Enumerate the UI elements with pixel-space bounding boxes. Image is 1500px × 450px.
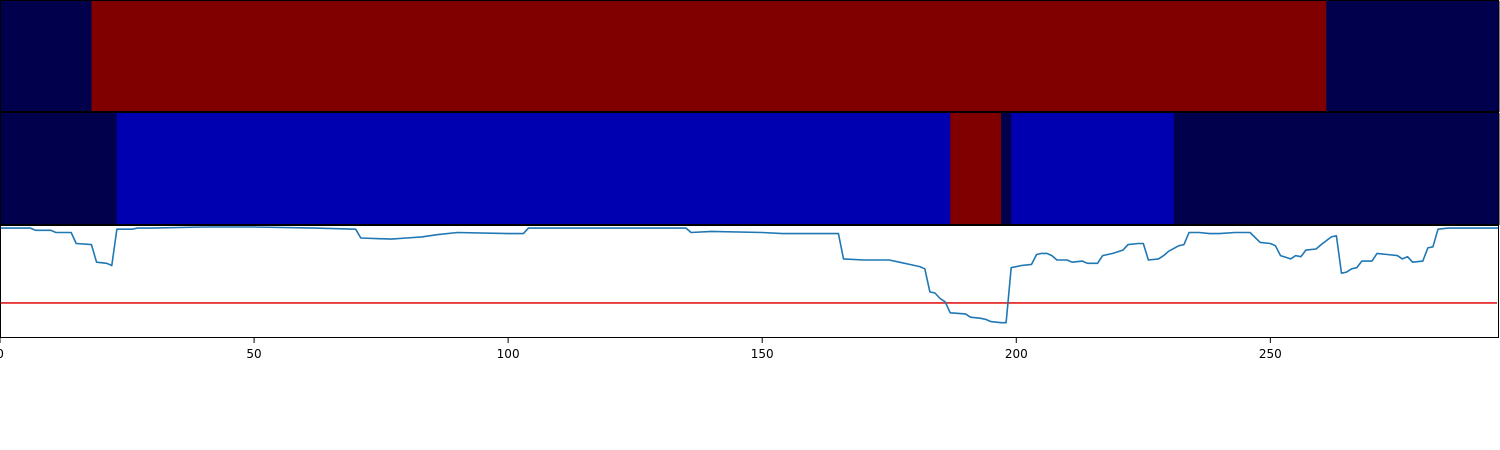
middle-row-segment-1	[116, 113, 951, 225]
middle-row-segment-5	[1173, 113, 1500, 225]
x-tick-label: 150	[751, 347, 774, 361]
panel-frames	[0, 0, 1499, 338]
top-row-segment-0	[0, 1, 92, 112]
x-axis: 0 50 100 150 200 250	[0, 338, 1282, 361]
x-tick-label: 50	[246, 347, 261, 361]
top-heatmap-row	[0, 1, 1500, 112]
top-row-frame	[0, 0, 1499, 112]
line-plot-background	[0, 225, 1499, 338]
series-line	[0, 226, 1499, 324]
x-tick-label: 250	[1259, 347, 1282, 361]
top-row-segment-2	[1326, 1, 1500, 112]
middle-row-segment-3	[1001, 113, 1012, 225]
middle-row-segment-4	[1011, 113, 1175, 225]
middle-row-segment-2	[950, 113, 1002, 225]
top-row-segment-1	[91, 1, 1327, 112]
line-plot-panel	[0, 225, 1499, 338]
x-tick-label: 200	[1005, 347, 1028, 361]
x-tick-label: 0	[0, 347, 4, 361]
line-panel-frame	[0, 225, 1499, 338]
x-tick-label: 100	[497, 347, 520, 361]
middle-heatmap-row	[0, 113, 1500, 225]
middle-row-segment-0	[0, 113, 118, 225]
middle-row-frame	[0, 112, 1499, 225]
